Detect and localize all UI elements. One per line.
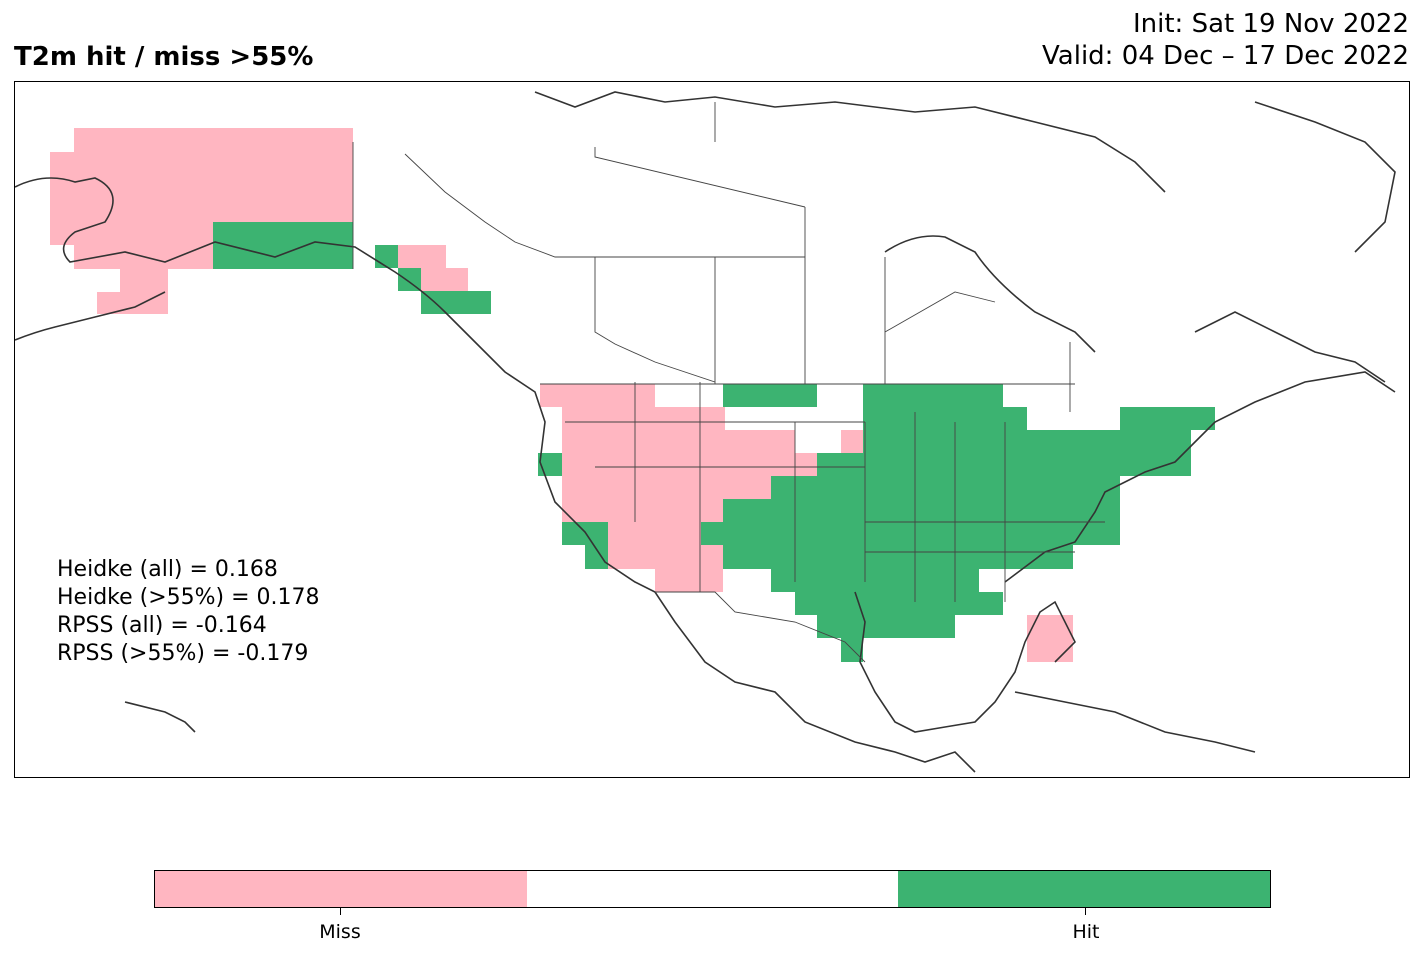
coastlines	[15, 91, 1396, 773]
eastern-us-cells	[701, 384, 1215, 662]
colorbar-label-miss: Miss	[319, 921, 361, 943]
init-date: Init: Sat 19 Nov 2022	[1132, 9, 1409, 39]
colorbar-neutral-segment	[526, 871, 899, 907]
date-info: Init: Sat 19 Nov 2022 Valid: 04 Dec – 17…	[1042, 8, 1409, 72]
colorbar-miss-segment	[155, 871, 527, 907]
western-us-cells	[538, 384, 863, 592]
colorbar-tick-hit	[1085, 908, 1086, 915]
alaska-miss-region	[50, 128, 353, 314]
colorbar-hit-segment	[898, 871, 1271, 907]
rpss-all: RPSS (all) = -0.164	[57, 613, 267, 638]
colorbar	[154, 870, 1271, 908]
map-title: T2m hit / miss >55%	[14, 42, 314, 72]
alaska-cells	[50, 128, 353, 314]
valid-period: Valid: 04 Dec – 17 Dec 2022	[1042, 41, 1409, 71]
colorbar-label-hit: Hit	[1072, 921, 1100, 943]
political-borders	[352, 102, 1105, 663]
alaska-hit-region	[213, 222, 353, 269]
colorbar-tick-miss	[340, 908, 341, 915]
heidke-all: Heidke (all) = 0.168	[57, 557, 278, 582]
north-america-map	[15, 91, 1396, 773]
map-panel	[14, 81, 1410, 778]
heidke-55: Heidke (>55%) = 0.178	[57, 585, 320, 610]
eastern-hit-region	[701, 384, 1215, 662]
rpss-55: RPSS (>55%) = -0.179	[57, 641, 309, 666]
skill-scores: Heidke (all) = 0.168 Heidke (>55%) = 0.1…	[57, 556, 320, 668]
bc-coast-cells	[375, 245, 491, 314]
western-miss-region	[538, 384, 863, 592]
